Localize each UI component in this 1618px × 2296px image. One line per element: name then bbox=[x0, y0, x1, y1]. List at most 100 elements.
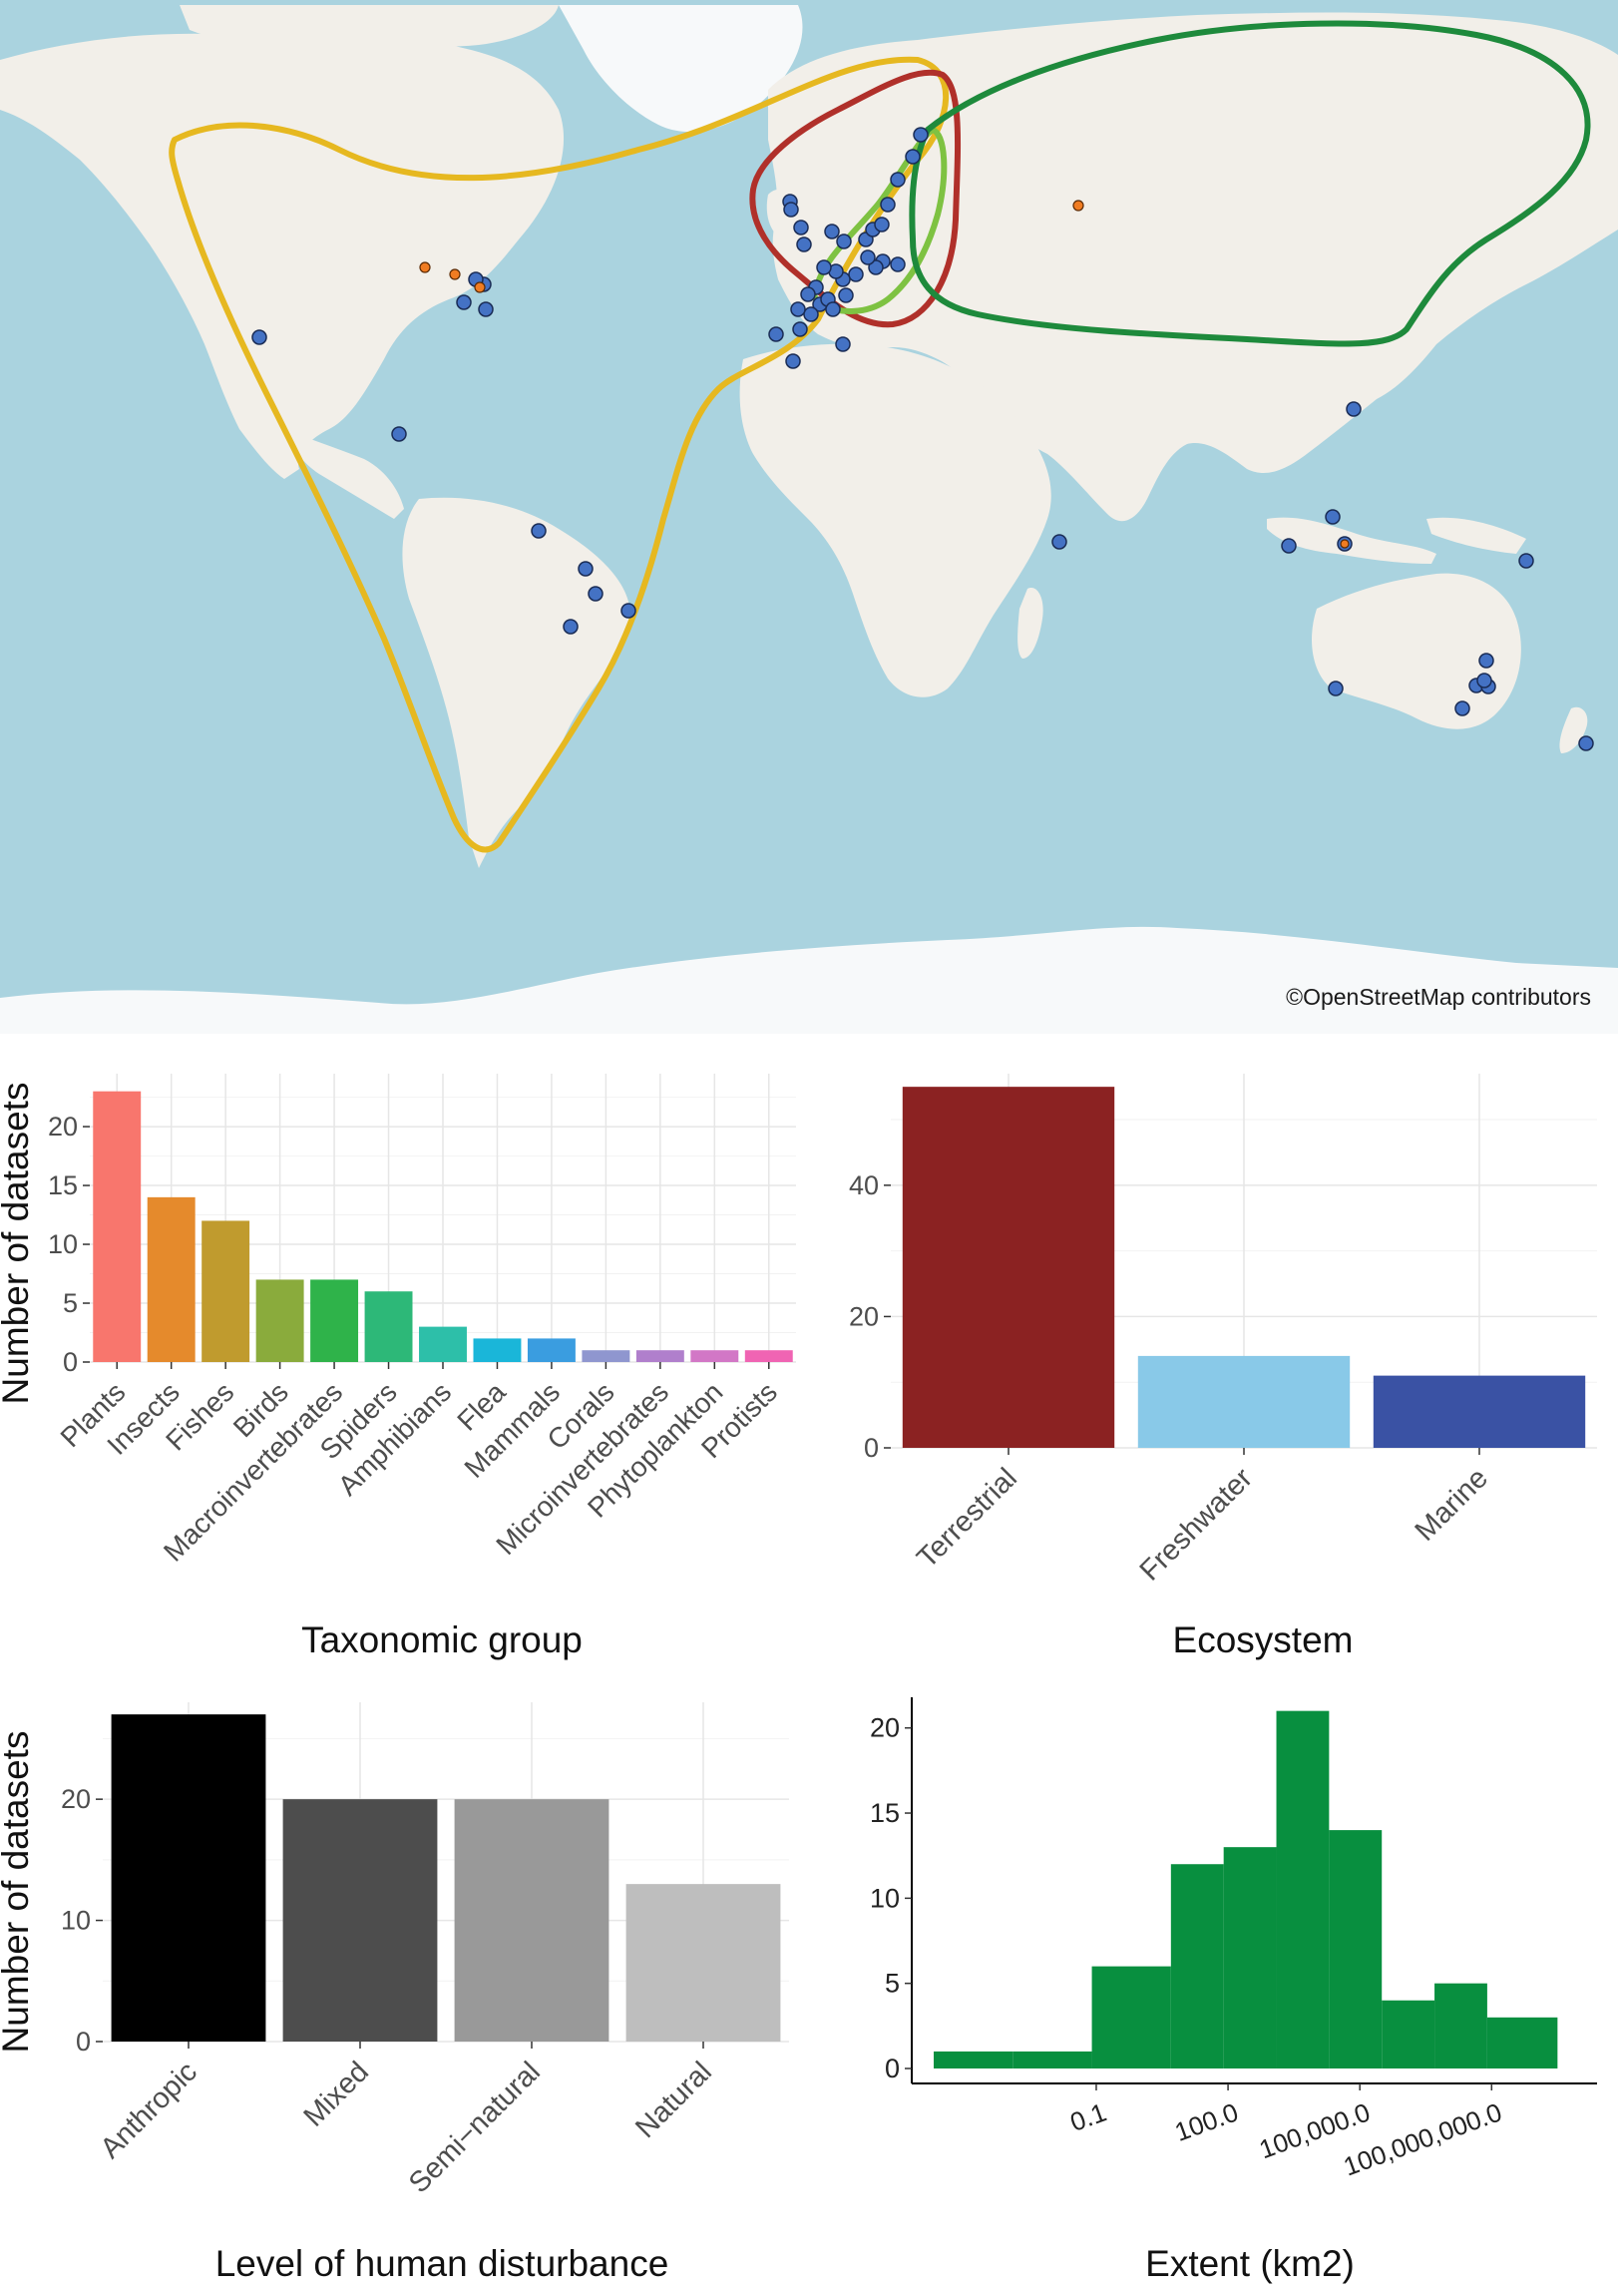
site-point bbox=[620, 603, 636, 619]
site-point bbox=[1346, 401, 1362, 417]
site-point bbox=[474, 281, 486, 293]
bar-mixed bbox=[282, 1799, 438, 2042]
histogram-bar bbox=[1170, 1864, 1224, 2068]
ecosystem-chart: 0 20 40 Terrestrial Freshwater Marine Ecosyste… bbox=[809, 1034, 1618, 1672]
site-point bbox=[1478, 653, 1494, 669]
site-point bbox=[1518, 553, 1534, 569]
histogram-bar bbox=[1486, 2017, 1558, 2068]
y-axis-title: Number of datasets bbox=[0, 1731, 36, 2054]
arctic-islands-landmass bbox=[180, 5, 559, 51]
region-outline-yellow bbox=[169, 56, 950, 853]
site-point bbox=[1328, 681, 1344, 696]
taxonomic-group-chart-svg: 05101520PlantsInsectsFishesBirdsMacroinv… bbox=[0, 1074, 796, 1660]
site-point bbox=[563, 619, 579, 635]
x-tick-label: 100.0 bbox=[1171, 2096, 1242, 2146]
y-tick-label: 0 bbox=[885, 2054, 900, 2083]
x-tick-label: Freshwater bbox=[1134, 1462, 1259, 1587]
bar-anthropic bbox=[111, 1714, 266, 2042]
site-point bbox=[578, 561, 594, 577]
site-point bbox=[251, 329, 267, 345]
x-axis-title: Level of human disturbance bbox=[215, 2243, 669, 2284]
y-tick-label: 10 bbox=[870, 1883, 900, 1913]
south-america-landmass bbox=[402, 497, 630, 868]
x-tick-label: Marine bbox=[1410, 1462, 1494, 1547]
site-point bbox=[419, 261, 431, 273]
site-point bbox=[1281, 538, 1297, 554]
site-point bbox=[1454, 700, 1470, 716]
bar-amphibians bbox=[419, 1326, 467, 1362]
site-point bbox=[860, 249, 876, 265]
bar-marine bbox=[1373, 1375, 1586, 1448]
bar-birds bbox=[255, 1279, 304, 1362]
bar-corals bbox=[582, 1350, 630, 1362]
site-point bbox=[1051, 534, 1067, 550]
disturbance-chart-svg: 0 10 20 Anthropic Mixed Semi−natural Natural Le… bbox=[0, 1702, 789, 2284]
y-tick-label: 5 bbox=[63, 1288, 78, 1318]
site-point bbox=[835, 336, 851, 352]
histogram-bar bbox=[1382, 2000, 1435, 2068]
bar-flea bbox=[473, 1338, 522, 1362]
site-point bbox=[1072, 200, 1084, 212]
region-outline-darkgreen bbox=[909, 20, 1591, 347]
site-point bbox=[796, 236, 812, 252]
site-point bbox=[816, 259, 832, 275]
x-tick-label: Natural bbox=[629, 2056, 718, 2144]
histogram-bar bbox=[1012, 2051, 1092, 2068]
site-point bbox=[800, 286, 816, 302]
north-america-landmass bbox=[0, 33, 565, 479]
site-point bbox=[790, 301, 806, 317]
y-tick-label: 10 bbox=[48, 1229, 78, 1259]
y-axis-title: Number of datasets bbox=[0, 1083, 36, 1405]
x-tick-label: 0.1 bbox=[1066, 2096, 1110, 2137]
bar-plants bbox=[93, 1091, 142, 1362]
bar-natural bbox=[625, 1884, 781, 2042]
site-point bbox=[824, 224, 840, 239]
australia-landmass bbox=[1312, 573, 1521, 729]
site-point bbox=[456, 294, 472, 310]
bar-spiders bbox=[364, 1291, 413, 1362]
bar-mammals bbox=[527, 1338, 576, 1362]
madagascar-landmass bbox=[1017, 588, 1043, 659]
y-tick-label: 0 bbox=[76, 2027, 91, 2057]
site-point bbox=[803, 306, 819, 322]
world-map-svg: ©OpenStreetMap contributors bbox=[0, 0, 1618, 1034]
x-axis-title: Extent (km2) bbox=[1145, 2243, 1355, 2284]
x-tick-label: Mixed bbox=[298, 2056, 375, 2132]
y-tick-label: 5 bbox=[885, 1969, 900, 1999]
site-point bbox=[785, 353, 801, 369]
y-tick-label: 20 bbox=[48, 1112, 78, 1142]
bar-semi-natural bbox=[454, 1799, 609, 2042]
site-point bbox=[890, 256, 906, 272]
site-point bbox=[874, 217, 890, 232]
site-points-blue bbox=[251, 127, 1594, 751]
site-point bbox=[588, 586, 604, 602]
new-guinea-landmass bbox=[1426, 517, 1526, 554]
taxonomic-group-chart: 0 5 10 15 20 Plants Insects Fishes Birds Macroinv… bbox=[0, 1034, 809, 1672]
y-tick-label: 20 bbox=[870, 1713, 900, 1743]
site-point bbox=[391, 426, 407, 442]
bar-microinvertebrates bbox=[635, 1350, 684, 1362]
central-america-landmass bbox=[284, 429, 404, 519]
site-point bbox=[913, 127, 929, 143]
africa-landmass bbox=[739, 343, 1051, 697]
y-tick-label: 20 bbox=[61, 1784, 91, 1814]
world-map: ©OpenStreetMap contributors bbox=[0, 0, 1618, 1034]
site-point bbox=[478, 301, 494, 317]
extent-histogram: 0 5 10 15 20 0.1 100.0 100,000.0 100,000,000.0 Ex… bbox=[809, 1672, 1618, 2291]
site-point bbox=[449, 268, 461, 280]
histogram-bar bbox=[934, 2051, 1013, 2068]
site-point bbox=[825, 301, 841, 317]
y-tick-label: 0 bbox=[864, 1433, 879, 1463]
site-point bbox=[792, 321, 808, 337]
x-tick-label: Semi−natural bbox=[403, 2056, 547, 2199]
site-point bbox=[848, 266, 864, 282]
histogram-bar bbox=[1434, 1983, 1487, 2068]
y-tick-label: 15 bbox=[48, 1170, 78, 1200]
site-point bbox=[880, 197, 896, 213]
site-point bbox=[531, 523, 547, 539]
site-point bbox=[768, 326, 784, 342]
site-point bbox=[783, 202, 799, 218]
new-zealand-landmass bbox=[1559, 706, 1588, 753]
bar-fishes bbox=[202, 1220, 250, 1362]
